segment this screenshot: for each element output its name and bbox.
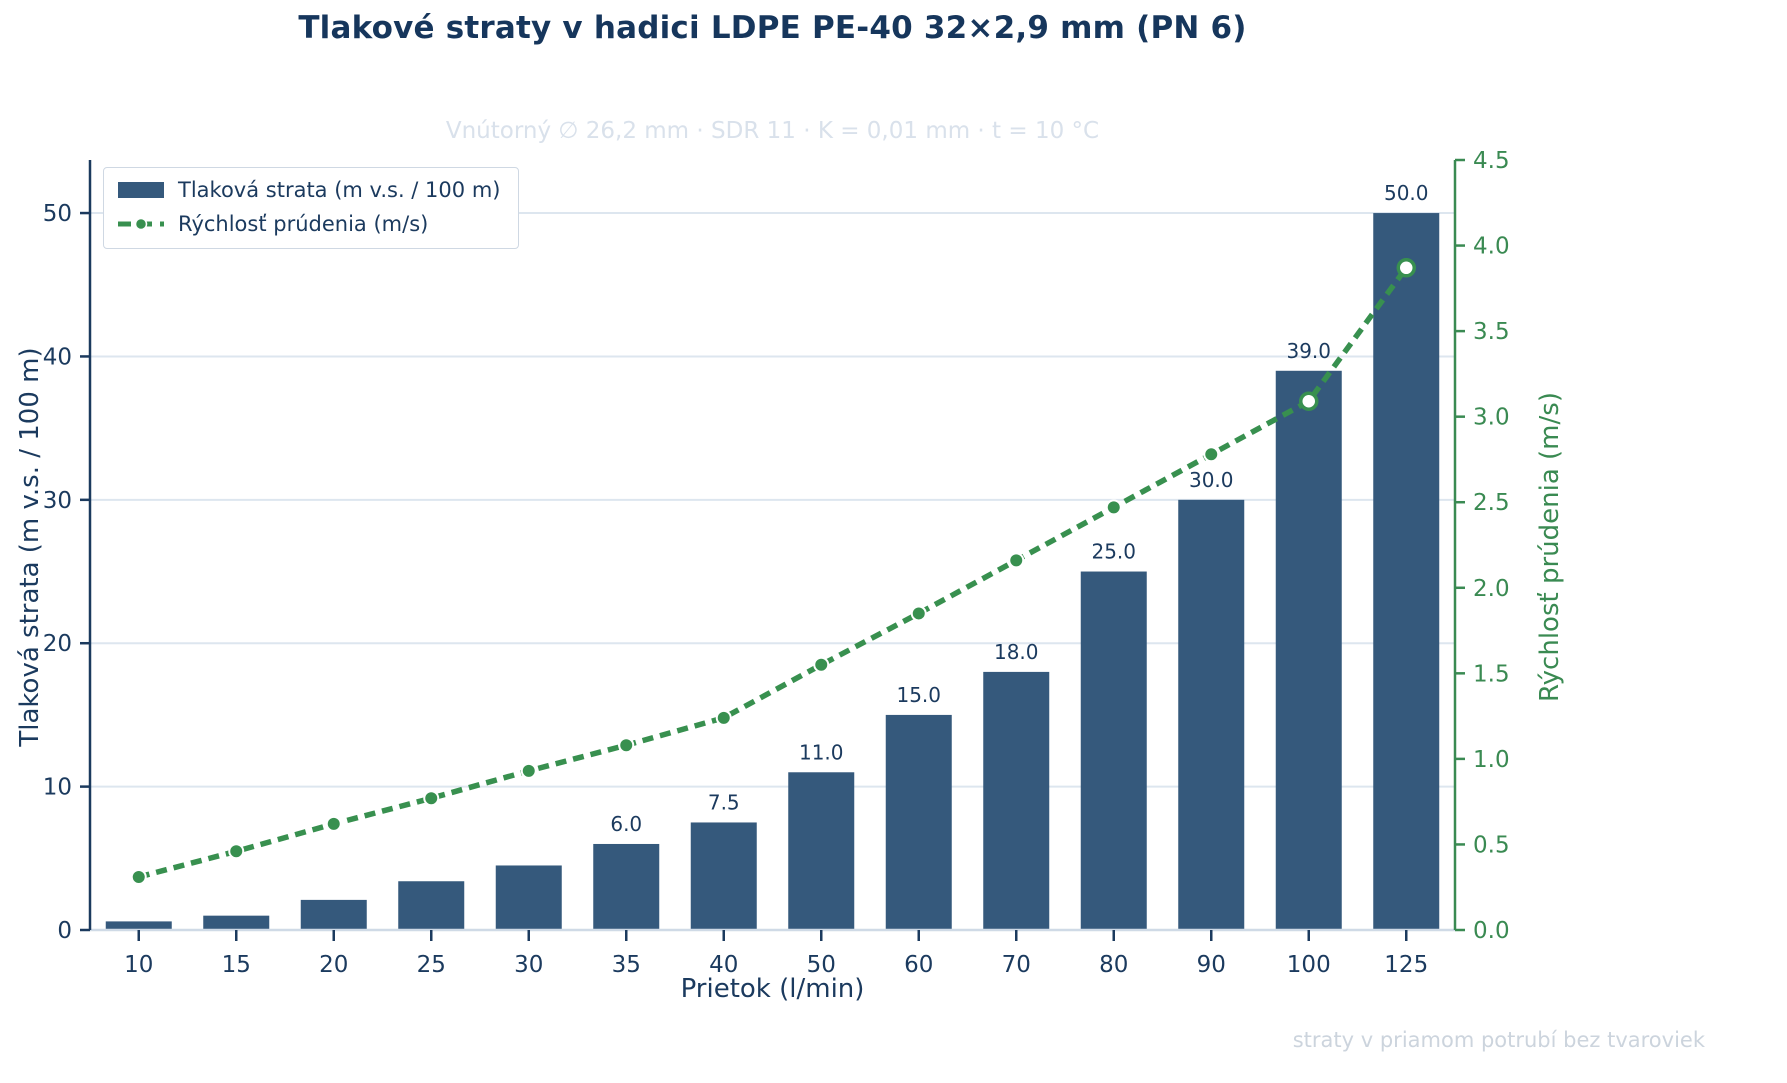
bar bbox=[203, 915, 270, 930]
left-tick-label: 10 bbox=[43, 775, 72, 801]
bar-value-label: 30.0 bbox=[1189, 468, 1234, 492]
bar-swatch-icon bbox=[118, 182, 164, 198]
left-axis-title: Tlaková strata (m v.s. / 100 m) bbox=[15, 347, 45, 747]
bar bbox=[593, 843, 660, 930]
bar-value-label: 25.0 bbox=[1091, 540, 1136, 564]
left-tick-label: 0 bbox=[57, 918, 72, 944]
x-tick-label: 10 bbox=[124, 952, 153, 978]
x-tick-label: 70 bbox=[1002, 952, 1031, 978]
bar-value-label: 18.0 bbox=[994, 640, 1039, 664]
flow-speed-point bbox=[910, 605, 927, 622]
line-swatch-icon bbox=[118, 217, 164, 231]
bar bbox=[1178, 499, 1245, 930]
x-tick-label: 50 bbox=[807, 952, 836, 978]
flow-speed-point bbox=[325, 815, 342, 832]
x-tick-label: 30 bbox=[514, 952, 543, 978]
bar bbox=[105, 921, 172, 930]
legend-item-pressure-loss: Tlaková strata (m v.s. / 100 m) bbox=[118, 178, 500, 202]
right-tick-label: 1.5 bbox=[1473, 661, 1510, 687]
x-tick-label: 100 bbox=[1287, 952, 1331, 978]
flow-speed-point bbox=[423, 790, 440, 807]
right-tick-label: 2.5 bbox=[1473, 490, 1510, 516]
bar-value-labels: 6.0 7.5 11.0 15.0 18.0 25.0 30.0 39.0 50.0 bbox=[610, 181, 1428, 836]
right-tick-label: 4.0 bbox=[1473, 234, 1510, 260]
bar bbox=[690, 822, 757, 930]
right-tick-label: 3.0 bbox=[1473, 405, 1510, 431]
x-tick-label: 60 bbox=[904, 952, 933, 978]
bar-value-label: 15.0 bbox=[896, 683, 941, 707]
legend: Tlaková strata (m v.s. / 100 m) Rýchlosť… bbox=[103, 167, 520, 249]
x-tick-label: 80 bbox=[1099, 952, 1128, 978]
left-tick-label: 50 bbox=[43, 201, 72, 227]
left-tick-label: 20 bbox=[43, 631, 72, 657]
left-axis-ticks: 0 10 20 30 40 50 bbox=[43, 201, 90, 944]
flow-speed-point bbox=[813, 656, 830, 673]
axes bbox=[88, 160, 1457, 932]
x-tick-label: 35 bbox=[612, 952, 641, 978]
right-tick-label: 0.0 bbox=[1473, 918, 1510, 944]
pressure-loss-bars bbox=[105, 213, 1440, 931]
bar bbox=[885, 714, 952, 930]
x-tick-label: 90 bbox=[1197, 952, 1226, 978]
right-axis-title: Rýchlosť prúdenia (m/s) bbox=[1535, 392, 1565, 702]
bar bbox=[495, 865, 562, 930]
legend-label: Rýchlosť prúdenia (m/s) bbox=[178, 212, 429, 236]
bar-value-label: 50.0 bbox=[1384, 181, 1429, 205]
right-tick-label: 1.0 bbox=[1473, 747, 1510, 773]
x-tick-label: 15 bbox=[222, 952, 251, 978]
flow-speed-point bbox=[228, 843, 245, 860]
bar bbox=[398, 881, 465, 930]
bar bbox=[1275, 370, 1342, 931]
flow-speed-point bbox=[130, 868, 147, 885]
legend-label: Tlaková strata (m v.s. / 100 m) bbox=[178, 178, 501, 202]
gridlines bbox=[90, 212, 1455, 788]
bar bbox=[983, 671, 1050, 930]
flow-speed-line bbox=[138, 266, 1409, 880]
bar bbox=[1373, 213, 1440, 930]
x-tick-label: 20 bbox=[319, 952, 348, 978]
x-axis-title: Prietok (l/min) bbox=[680, 974, 865, 1004]
legend-item-flow-speed: Rýchlosť prúdenia (m/s) bbox=[118, 212, 500, 236]
x-tick-label: 125 bbox=[1384, 952, 1428, 978]
right-tick-label: 3.5 bbox=[1473, 319, 1510, 345]
left-tick-label: 40 bbox=[43, 344, 72, 370]
flow-speed-point bbox=[1105, 499, 1122, 516]
x-tick-label: 25 bbox=[417, 952, 446, 978]
right-tick-label: 2.0 bbox=[1473, 576, 1510, 602]
flow-speed-point bbox=[1299, 391, 1319, 412]
bar-value-label: 39.0 bbox=[1286, 339, 1331, 363]
chart-title: Tlakové straty v hadici LDPE PE-40 32×2,… bbox=[298, 10, 1247, 46]
bar bbox=[1080, 571, 1147, 930]
flow-speed-point bbox=[520, 762, 537, 779]
bar bbox=[300, 899, 367, 930]
flow-speed-point bbox=[618, 737, 635, 754]
flow-speed-line-series bbox=[130, 258, 1416, 885]
flow-speed-point bbox=[715, 709, 732, 726]
flow-speed-point bbox=[1396, 258, 1416, 278]
x-tick-label: 40 bbox=[709, 952, 738, 978]
right-tick-label: 4.5 bbox=[1473, 148, 1510, 174]
footer-note: straty v priamom potrubí bez tvaroviek bbox=[1292, 1028, 1705, 1052]
bar-value-label: 7.5 bbox=[708, 790, 740, 814]
bar-value-label: 11.0 bbox=[799, 740, 844, 764]
flow-speed-point bbox=[1008, 552, 1025, 569]
bar bbox=[788, 772, 855, 930]
flow-speed-point bbox=[1203, 446, 1220, 463]
left-tick-label: 30 bbox=[43, 488, 72, 514]
right-tick-label: 0.5 bbox=[1473, 832, 1510, 858]
bar-value-label: 6.0 bbox=[610, 812, 642, 836]
x-axis-ticks: 10 15 20 25 30 35 40 50 60 70 80 90 100 125 bbox=[124, 930, 1428, 978]
chart-subtitle: Vnútorný ∅ 26,2 mm · SDR 11 · K = 0,01 m… bbox=[445, 118, 1100, 144]
right-axis-ticks: 0.0 0.5 1.0 1.5 2.0 2.5 3.0 3.5 4.0 4.5 bbox=[1455, 148, 1510, 944]
